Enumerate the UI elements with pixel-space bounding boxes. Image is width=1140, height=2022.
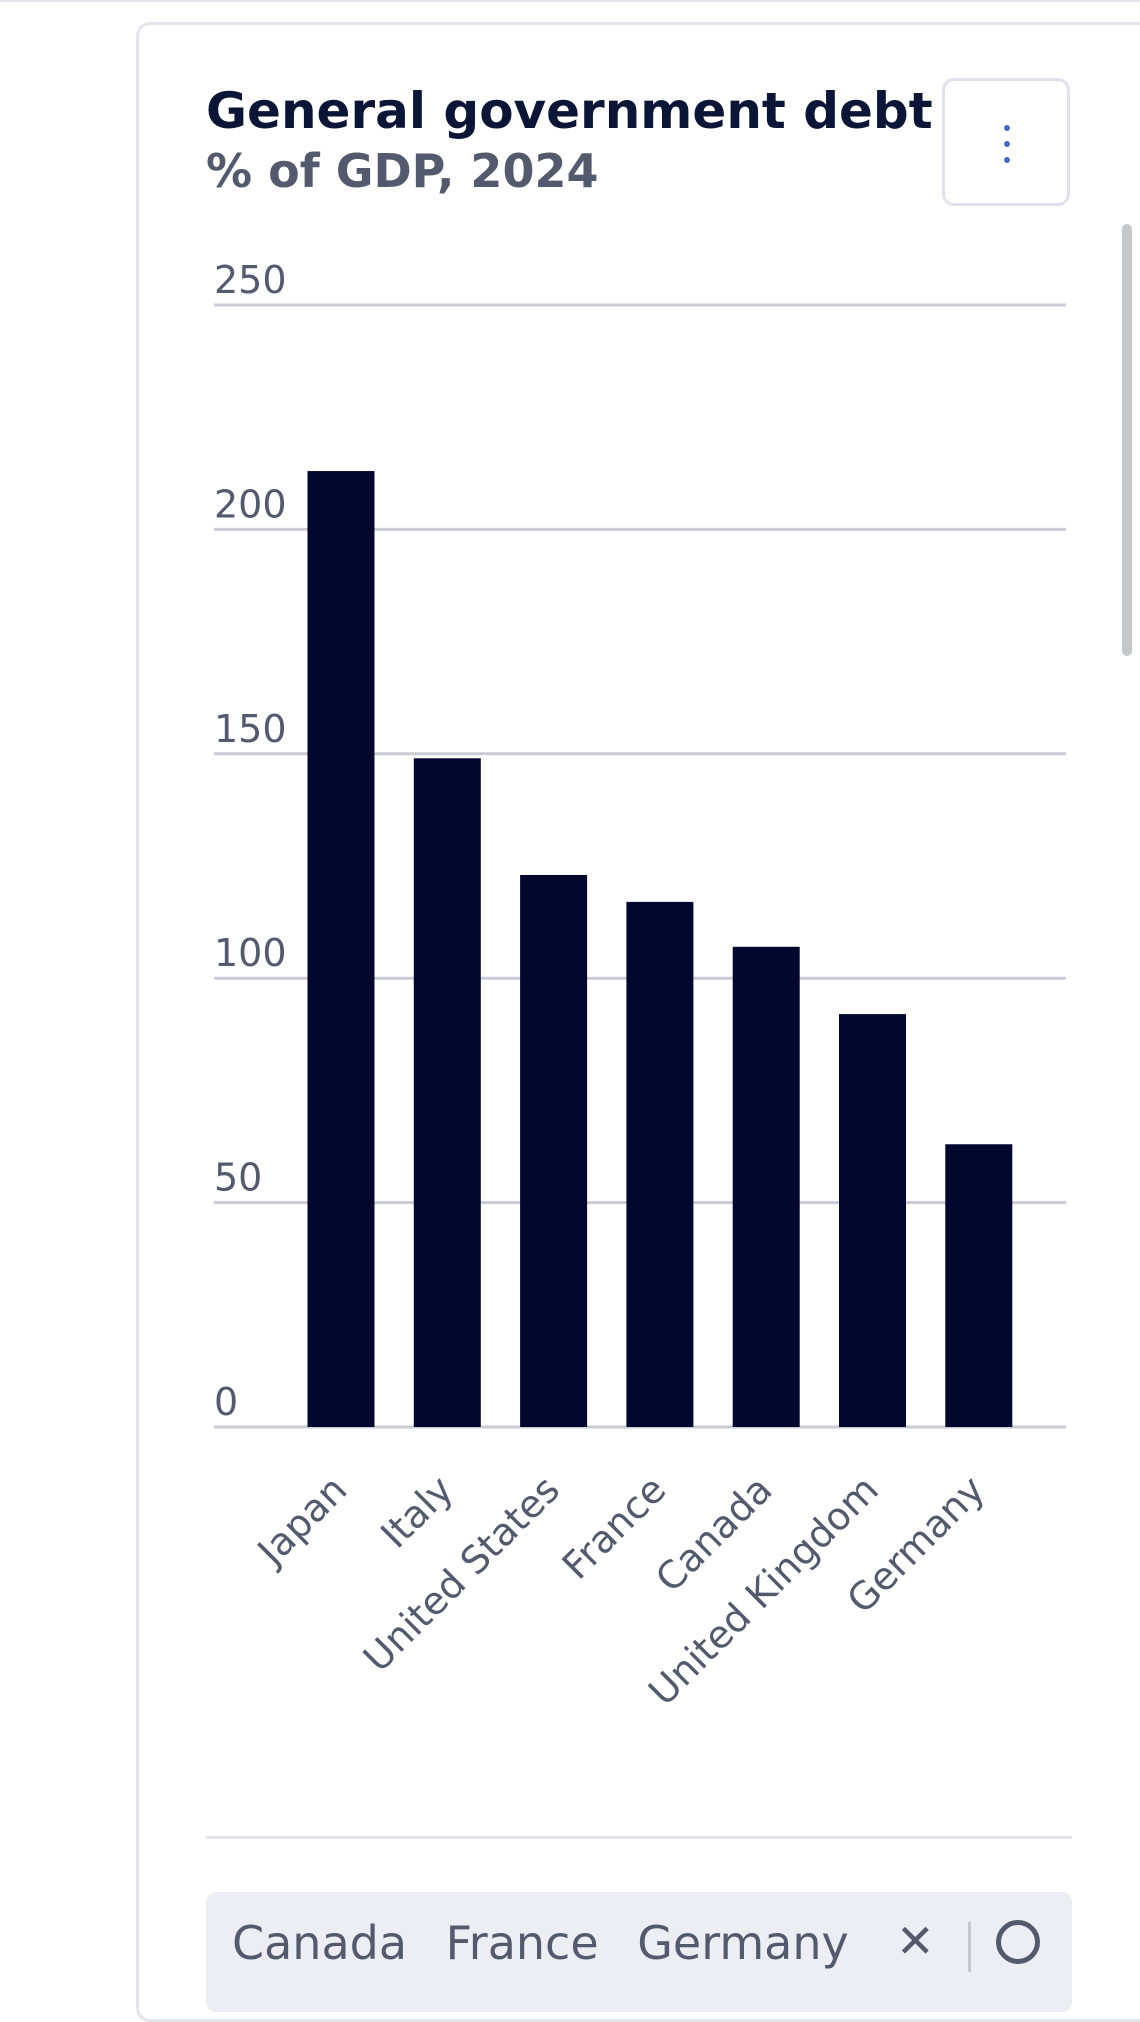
top-border: [0, 0, 1140, 2]
bars: [307, 471, 1013, 1427]
bar-united-states[interactable]: [520, 874, 588, 1427]
bar-canada[interactable]: [732, 946, 800, 1427]
bar-germany[interactable]: [945, 1144, 1013, 1427]
selected-country: Canada: [232, 1916, 408, 1970]
country-selector[interactable]: Canada France Germany ✕: [206, 1892, 1072, 2012]
bar-italy[interactable]: [413, 758, 481, 1427]
more-vertical-icon-dot: [1004, 141, 1010, 147]
bar-japan[interactable]: [307, 471, 375, 1427]
chart-title: General government debt: [206, 82, 933, 140]
y-tick-label: 250: [214, 258, 287, 302]
bar-united-kingdom[interactable]: [839, 1014, 906, 1427]
selected-country: Germany: [637, 1916, 849, 1970]
search-icon[interactable]: [996, 1920, 1040, 1964]
section-divider: [206, 1836, 1072, 1839]
selector-separator: [968, 1922, 971, 1972]
y-tick-label: 50: [214, 1156, 262, 1200]
x-category-label: Japan: [248, 1467, 355, 1574]
y-tick-label: 150: [214, 707, 287, 751]
x-category-label: United States: [355, 1467, 568, 1680]
y-tick-label: 0: [214, 1380, 238, 1424]
bar-france[interactable]: [626, 901, 694, 1427]
selected-countries: Canada France Germany: [232, 1916, 873, 1970]
clear-icon[interactable]: ✕: [896, 1914, 935, 1968]
more-vertical-icon-dot: [1004, 157, 1010, 163]
chart-subtitle: % of GDP, 2024: [206, 144, 599, 198]
chart-menu-button[interactable]: [942, 78, 1070, 206]
y-tick-label: 100: [214, 931, 287, 975]
y-tick-label: 200: [214, 482, 287, 526]
more-vertical-icon-dot: [1004, 125, 1010, 131]
selected-country: France: [445, 1916, 599, 1970]
x-category-label: Italy: [372, 1467, 461, 1556]
scrollbar-thumb[interactable]: [1122, 224, 1132, 656]
